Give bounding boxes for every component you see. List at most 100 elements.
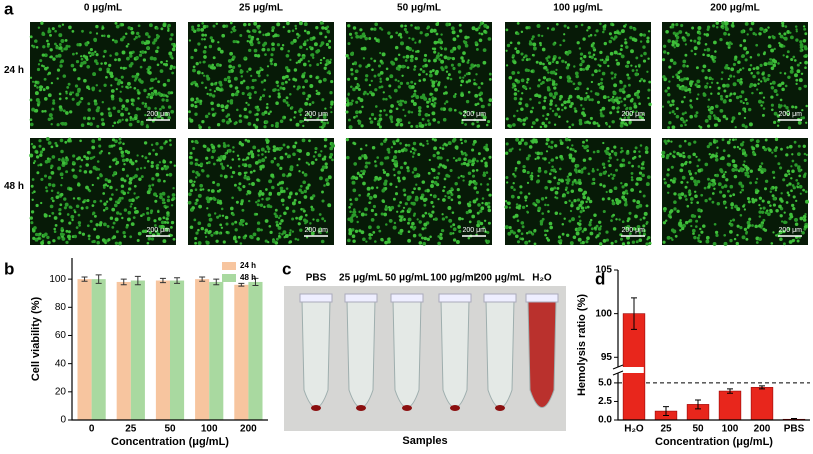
cell (581, 60, 585, 64)
cell (774, 112, 778, 116)
cell (478, 152, 481, 155)
cell (256, 237, 260, 241)
cell (676, 107, 679, 110)
cell (88, 190, 91, 193)
cell (596, 122, 599, 125)
cell (575, 75, 579, 79)
cell (466, 61, 469, 64)
cell (693, 236, 696, 239)
cell (548, 145, 551, 148)
cell (690, 225, 692, 227)
cell (780, 104, 783, 107)
cell (242, 163, 245, 166)
cell (171, 72, 174, 75)
cell (120, 91, 122, 93)
cell (197, 42, 200, 45)
cell (609, 111, 612, 114)
cell (547, 239, 550, 242)
cell (129, 160, 133, 164)
cell (376, 226, 379, 229)
cell (763, 52, 766, 55)
cell (373, 60, 376, 63)
cell (371, 68, 374, 71)
cell (323, 57, 325, 59)
cell (224, 175, 228, 179)
pellet (450, 405, 460, 411)
cell (190, 226, 194, 230)
bar (248, 282, 262, 420)
cell (674, 113, 676, 115)
cell (148, 237, 152, 241)
cell (798, 121, 802, 125)
cell (40, 202, 42, 204)
cell (603, 28, 606, 31)
cell (448, 219, 452, 223)
cell (156, 165, 159, 168)
cell (468, 237, 471, 240)
cell (689, 161, 692, 164)
cell (232, 146, 235, 149)
cell (228, 80, 231, 83)
cell (452, 223, 455, 226)
cell (155, 50, 158, 53)
cell (94, 102, 98, 106)
cell (210, 83, 213, 86)
cell (109, 197, 112, 200)
cell (593, 54, 596, 57)
cell (234, 29, 236, 31)
cell (768, 148, 772, 152)
cell (250, 171, 253, 174)
cell (510, 230, 514, 234)
cell (189, 39, 191, 41)
cell (294, 25, 296, 27)
cell (750, 170, 753, 173)
cell (248, 49, 251, 52)
tube-cap (526, 294, 558, 302)
cell (382, 98, 385, 101)
cell (585, 206, 588, 209)
cell (712, 24, 715, 27)
cell (645, 147, 649, 151)
cell (603, 210, 606, 213)
cell (761, 28, 764, 31)
cell (613, 174, 616, 177)
cell (290, 165, 294, 169)
cell (775, 209, 778, 212)
cell (60, 193, 63, 196)
cell (479, 38, 483, 42)
cell (271, 186, 275, 190)
cell (86, 65, 90, 69)
cell (424, 198, 427, 201)
cell (505, 50, 507, 52)
cell (233, 40, 236, 43)
cell (384, 179, 388, 183)
cell (172, 187, 174, 189)
cell (206, 162, 208, 164)
cell (768, 44, 772, 48)
cell (647, 97, 649, 99)
y-tick-label: 20 (55, 386, 67, 397)
cell (626, 73, 629, 76)
cell (724, 25, 727, 28)
cell (587, 26, 590, 29)
cell (624, 38, 626, 40)
cell (298, 201, 301, 204)
cell (306, 162, 309, 165)
cell (771, 86, 775, 90)
cell (418, 109, 421, 112)
cell (779, 166, 782, 169)
cell (371, 234, 373, 236)
cell (410, 202, 413, 205)
cell (557, 182, 560, 185)
cell (517, 22, 520, 25)
cell (648, 242, 651, 245)
cell (466, 73, 469, 76)
cell (133, 216, 136, 219)
cell (744, 125, 747, 128)
cell (368, 225, 372, 229)
cell (747, 175, 750, 178)
cell (381, 212, 384, 215)
cell (83, 61, 87, 65)
cell (121, 217, 123, 219)
cell (705, 240, 709, 244)
